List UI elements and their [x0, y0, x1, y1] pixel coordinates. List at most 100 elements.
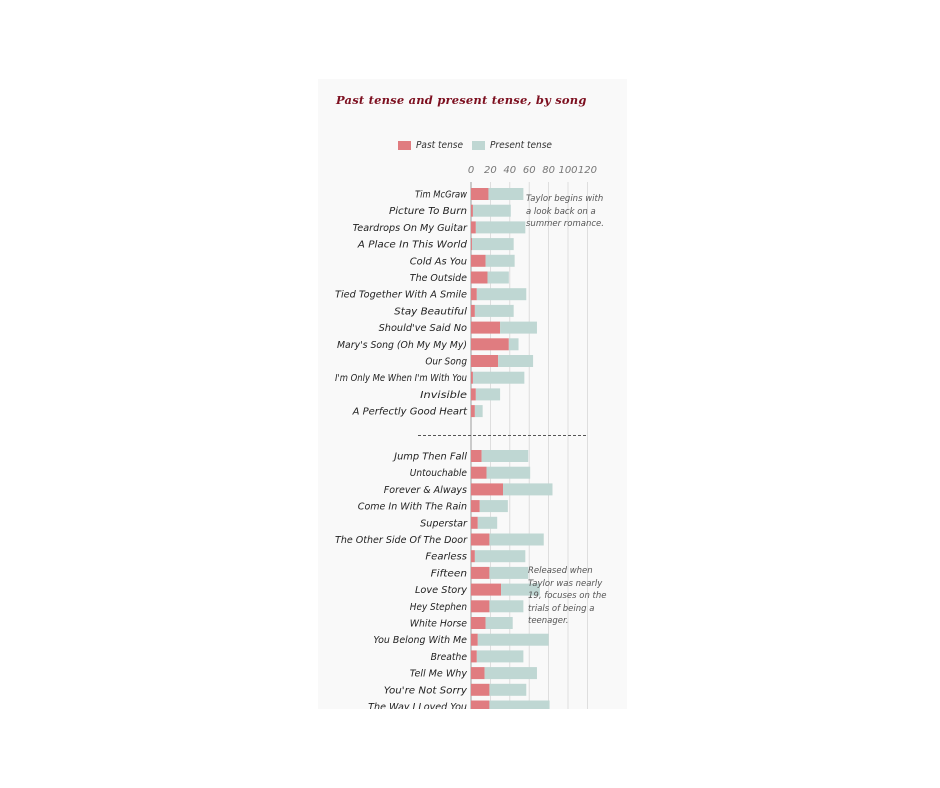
annotation-tim-mcgraw: Taylor begins with a look back on a summ…: [526, 194, 604, 229]
bar-present-a-perfectly-good-heart: [474, 405, 483, 418]
legend-label-past: Past tense: [416, 139, 463, 151]
bar-past-i-m-only-me-when-i-m-with-you: [471, 371, 473, 384]
bar-past-invisible: [471, 388, 476, 401]
category-label-untouchable: Untouchable: [410, 468, 467, 479]
bar-present-hey-stephen: [489, 600, 524, 613]
bar-past-fifteen: [471, 566, 490, 579]
bar-past-mary-s-song-oh-my-my-my: [471, 338, 509, 351]
legend-item-past: Past tense: [398, 140, 463, 151]
bar-present-stay-beautiful: [474, 304, 514, 317]
bar-past-fearless: [471, 550, 475, 563]
bar-present-tied-together-with-a-smile: [476, 288, 527, 301]
x-tick-label-100: 100: [558, 165, 577, 176]
bar-present-the-outside: [487, 271, 509, 284]
bar-present-invisible: [475, 388, 501, 401]
bar-past-white-horse: [471, 617, 486, 629]
category-label-the-way-i-loved-you: The Way I Loved You: [368, 702, 467, 709]
bar-past-cold-as-you: [471, 254, 486, 267]
bar-past-tied-together-with-a-smile: [471, 288, 477, 301]
category-label-tell-me-why: Tell Me Why: [410, 669, 468, 680]
bar-present-tim-mcgraw: [488, 188, 524, 200]
bar-present-a-place-in-this-world: [471, 238, 514, 251]
bar-past-picture-to-burn: [471, 204, 473, 217]
bar-present-picture-to-burn: [472, 204, 511, 217]
bar-past-the-other-side-of-the-door: [471, 533, 490, 546]
bar-past-a-perfectly-good-heart: [471, 405, 475, 418]
bar-past-the-outside: [471, 271, 488, 284]
x-tick-label-20: 20: [484, 165, 497, 176]
bar-present-white-horse: [485, 617, 513, 629]
bar-past-you-belong-with-me: [471, 633, 478, 646]
category-label-tied-together-with-a-smile: Tied Together With A Smile: [335, 290, 467, 301]
bar-past-forever-always: [471, 483, 504, 496]
bar-past-superstar: [471, 516, 478, 529]
bar-past-you-re-not-sorry: [471, 683, 490, 696]
bar-present-i-m-only-me-when-i-m-with-you: [472, 371, 525, 384]
bar-past-teardrops-on-my-guitar: [471, 221, 476, 234]
bar-past-love-story: [471, 583, 502, 596]
category-label-love-story: Love Story: [415, 585, 467, 596]
bar-past-untouchable: [471, 466, 487, 479]
category-label-the-outside: The Outside: [410, 273, 467, 284]
x-tick-label-80: 80: [542, 165, 555, 176]
category-label-forever-always: Forever & Always: [384, 485, 467, 496]
legend-swatch-past: [398, 140, 411, 150]
category-label-stay-beautiful: Stay Beautiful: [394, 306, 467, 317]
bar-present-the-way-i-loved-you: [489, 700, 550, 709]
bar-chart: 0 20 40 60 80 100 120 Tim McGraw Picture To Burn…: [335, 165, 597, 709]
x-tick-label-60: 60: [523, 165, 536, 176]
category-label-you-re-not-sorry: You're Not Sorry: [384, 685, 468, 696]
bar-past-should-ve-said-no: [471, 321, 501, 334]
category-label-the-other-side-of-the-door: The Other Side Of The Door: [335, 535, 468, 546]
chart-legend: Past tense Present tense: [398, 138, 561, 152]
category-label-hey-stephen: Hey Stephen: [410, 602, 467, 613]
annotation-fifteen: Released when Taylor was nearly 19, focu…: [528, 566, 607, 626]
bar-present-come-in-with-the-rain: [479, 500, 508, 513]
category-label-should-ve-said-no: Should've Said No: [379, 323, 468, 334]
category-label-jump-then-fall: Jump Then Fall: [392, 452, 467, 463]
category-label-a-perfectly-good-heart: A Perfectly Good Heart: [352, 407, 469, 418]
x-tick-label-120: 120: [578, 165, 597, 176]
bar-past-the-way-i-loved-you: [471, 700, 490, 709]
bar-present-mary-s-song-oh-my-my-my: [508, 338, 519, 351]
bar-present-cold-as-you: [485, 254, 515, 267]
category-label-breathe: Breathe: [431, 652, 468, 663]
chart-panel: Past tense and present tense, by song Pa…: [318, 79, 627, 709]
category-label-a-place-in-this-world: A Place In This World: [357, 240, 468, 251]
bar-past-breathe: [471, 650, 477, 663]
bar-past-come-in-with-the-rain: [471, 500, 480, 513]
category-label-invisible: Invisible: [420, 390, 467, 401]
category-label-fifteen: Fifteen: [431, 568, 467, 579]
category-label-fearless: Fearless: [425, 552, 467, 563]
category-label-come-in-with-the-rain: Come In With The Rain: [358, 502, 467, 513]
bar-present-untouchable: [486, 466, 531, 479]
category-label-picture-to-burn: Picture To Burn: [389, 206, 467, 217]
bar-past-hey-stephen: [471, 600, 490, 613]
bar-past-our-song: [471, 355, 499, 367]
legend-label-present: Present tense: [490, 139, 552, 151]
bar-present-our-song: [498, 355, 534, 367]
category-label-you-belong-with-me: You Belong With Me: [373, 635, 467, 646]
category-label-tim-mcgraw: Tim McGraw: [415, 190, 467, 201]
category-label-teardrops-on-my-guitar: Teardrops On My Guitar: [353, 223, 469, 234]
bar-past-tell-me-why: [471, 667, 485, 680]
bar-present-love-story: [501, 583, 540, 596]
bar-past-stay-beautiful: [471, 304, 475, 317]
bar-present-breathe: [476, 650, 524, 663]
legend-swatch-present: [472, 140, 485, 150]
bar-present-you-re-not-sorry: [489, 683, 527, 696]
category-label-cold-as-you: Cold As You: [410, 256, 467, 267]
bar-past-a-place-in-this-world: [471, 238, 472, 251]
x-tick-label-0: 0: [468, 165, 474, 176]
bar-present-fearless: [474, 550, 526, 563]
category-label-our-song: Our Song: [425, 357, 467, 368]
category-label-mary-s-song-oh-my-my-my: Mary's Song (Oh My My My): [337, 340, 467, 351]
bar-present-jump-then-fall: [481, 450, 529, 462]
bar-present-forever-always: [503, 483, 553, 496]
chart-title: Past tense and present tense, by song: [336, 93, 587, 107]
bar-present-teardrops-on-my-guitar: [475, 221, 526, 234]
bar-present-superstar: [477, 516, 498, 529]
bar-present-should-ve-said-no: [500, 321, 537, 334]
bar-present-fifteen: [489, 566, 529, 579]
bar-past-tim-mcgraw: [471, 188, 489, 200]
